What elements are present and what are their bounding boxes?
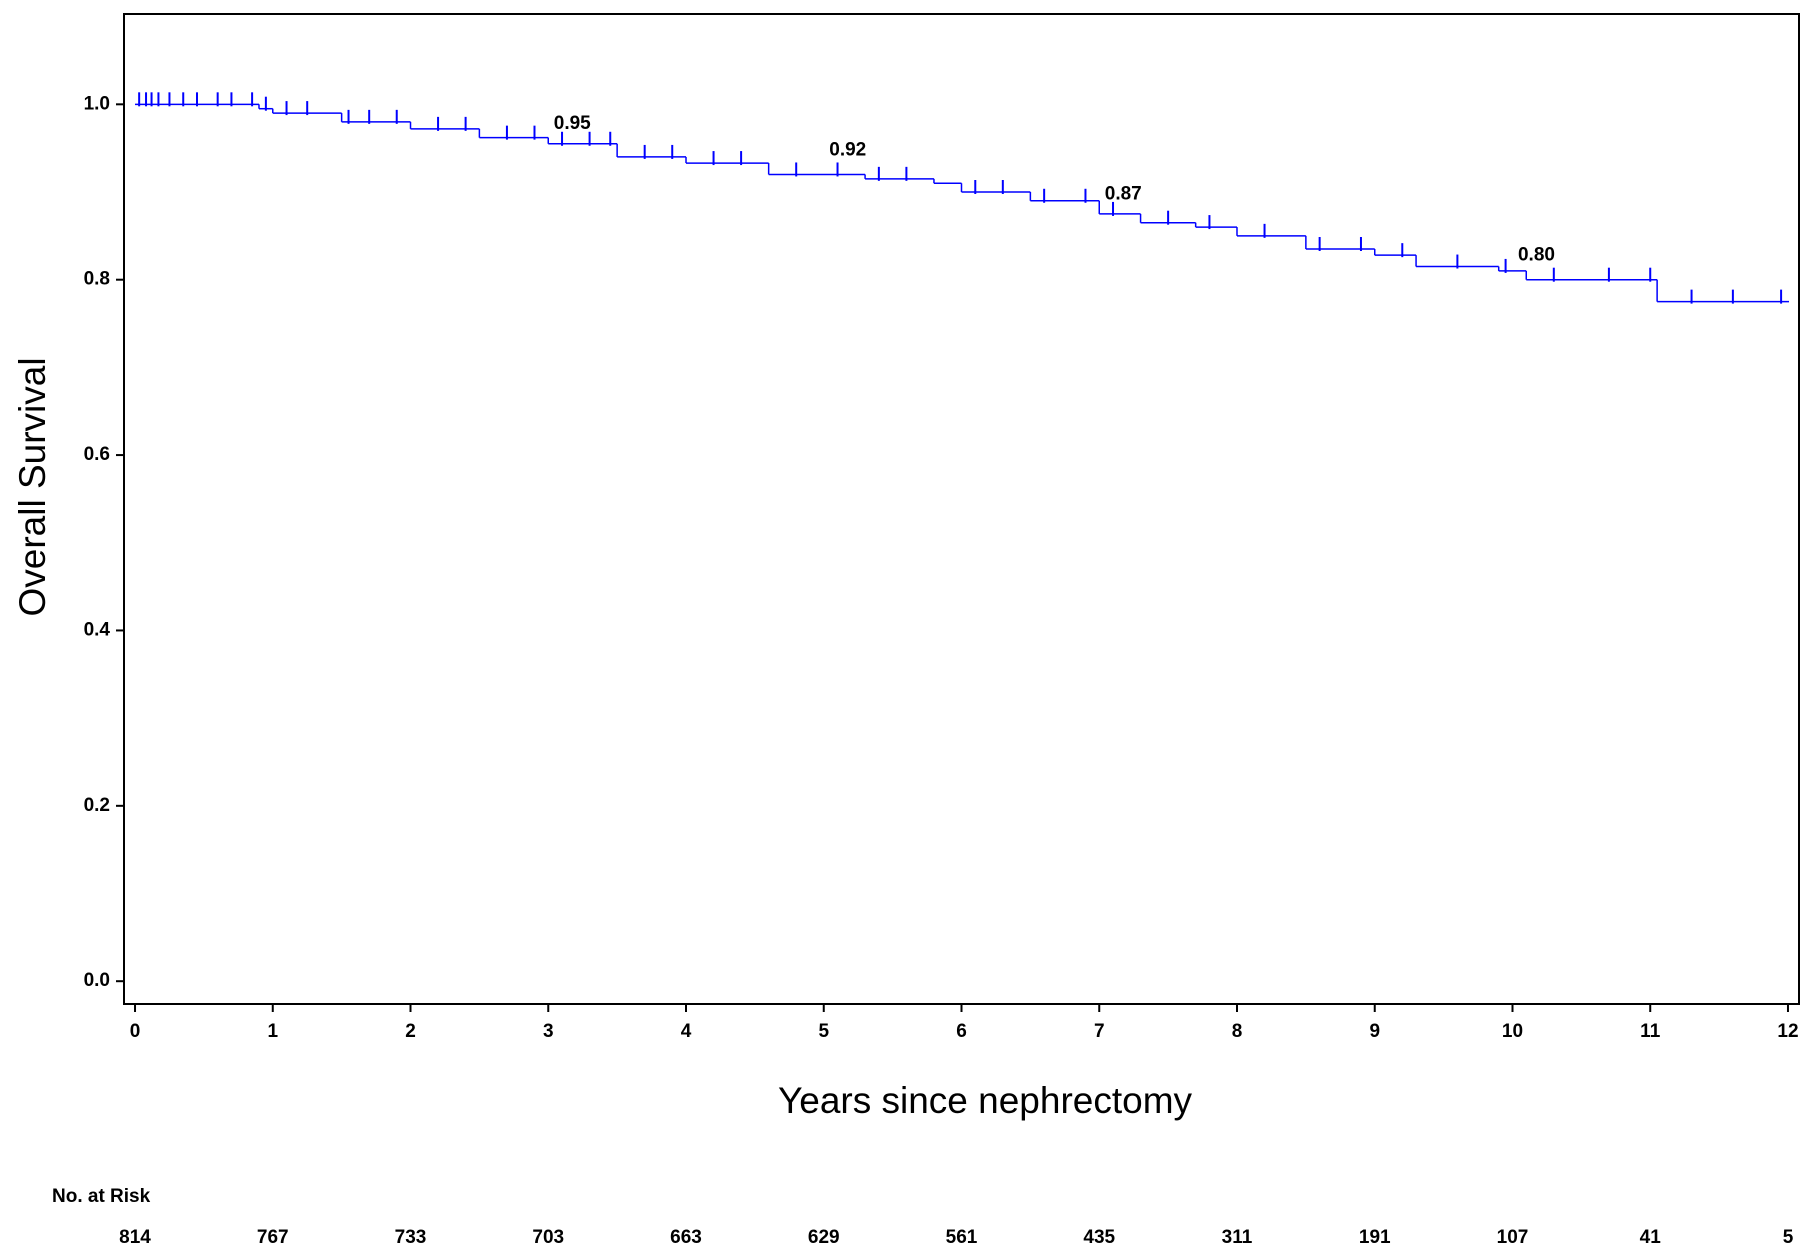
annotation: 0.87 [1105, 183, 1142, 204]
at-risk-count: 767 [257, 1227, 289, 1248]
x-tick-label: 1 [267, 1021, 278, 1042]
x-tick-label: 11 [1640, 1021, 1661, 1042]
y-tick-label: 0.2 [84, 795, 110, 816]
at-risk-count: 107 [1497, 1227, 1529, 1248]
at-risk-label: No. at Risk [52, 1186, 151, 1207]
x-tick-label: 12 [1777, 1021, 1798, 1042]
x-tick-label: 9 [1369, 1021, 1380, 1042]
x-tick-label: 0 [130, 1021, 141, 1042]
at-risk-count: 733 [395, 1227, 427, 1248]
y-tick-label: 1.0 [84, 93, 110, 114]
x-tick-label: 7 [1094, 1021, 1105, 1042]
x-axis-title: Years since nephrectomy [778, 1080, 1193, 1121]
at-risk-count: 629 [808, 1227, 840, 1248]
x-tick-label: 6 [956, 1021, 967, 1042]
y-tick-label: 0.8 [84, 269, 110, 290]
at-risk-count: 5 [1783, 1227, 1794, 1248]
at-risk-count: 41 [1640, 1227, 1662, 1248]
x-tick-label: 5 [818, 1021, 829, 1042]
y-tick-label: 0.6 [84, 444, 110, 465]
at-risk-count: 814 [119, 1227, 151, 1248]
x-tick-label: 3 [543, 1021, 554, 1042]
x-tick-label: 4 [681, 1021, 692, 1042]
at-risk-count: 311 [1222, 1227, 1253, 1248]
at-risk-count: 435 [1083, 1227, 1115, 1248]
y-tick-label: 0.4 [84, 619, 111, 640]
at-risk-count: 561 [946, 1227, 978, 1248]
y-axis-title: Overall Survival [12, 357, 53, 616]
annotation: 0.95 [554, 113, 591, 134]
x-tick-label: 8 [1232, 1021, 1243, 1042]
x-tick-label: 10 [1502, 1021, 1523, 1042]
annotation: 0.80 [1518, 245, 1555, 266]
x-tick-label: 2 [405, 1021, 416, 1042]
plot-frame [123, 13, 1800, 1005]
at-risk-count: 191 [1359, 1227, 1391, 1248]
y-tick-label: 0.0 [84, 970, 110, 991]
annotation: 0.92 [829, 139, 866, 160]
at-risk-count: 703 [532, 1227, 564, 1248]
at-risk-count: 663 [670, 1227, 702, 1248]
